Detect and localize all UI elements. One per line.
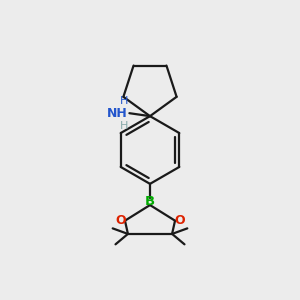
Text: B: B: [145, 195, 155, 208]
Text: O: O: [174, 214, 185, 227]
Text: NH: NH: [107, 107, 128, 120]
Text: H: H: [119, 122, 128, 131]
Text: H: H: [119, 96, 128, 106]
Text: O: O: [115, 214, 126, 227]
